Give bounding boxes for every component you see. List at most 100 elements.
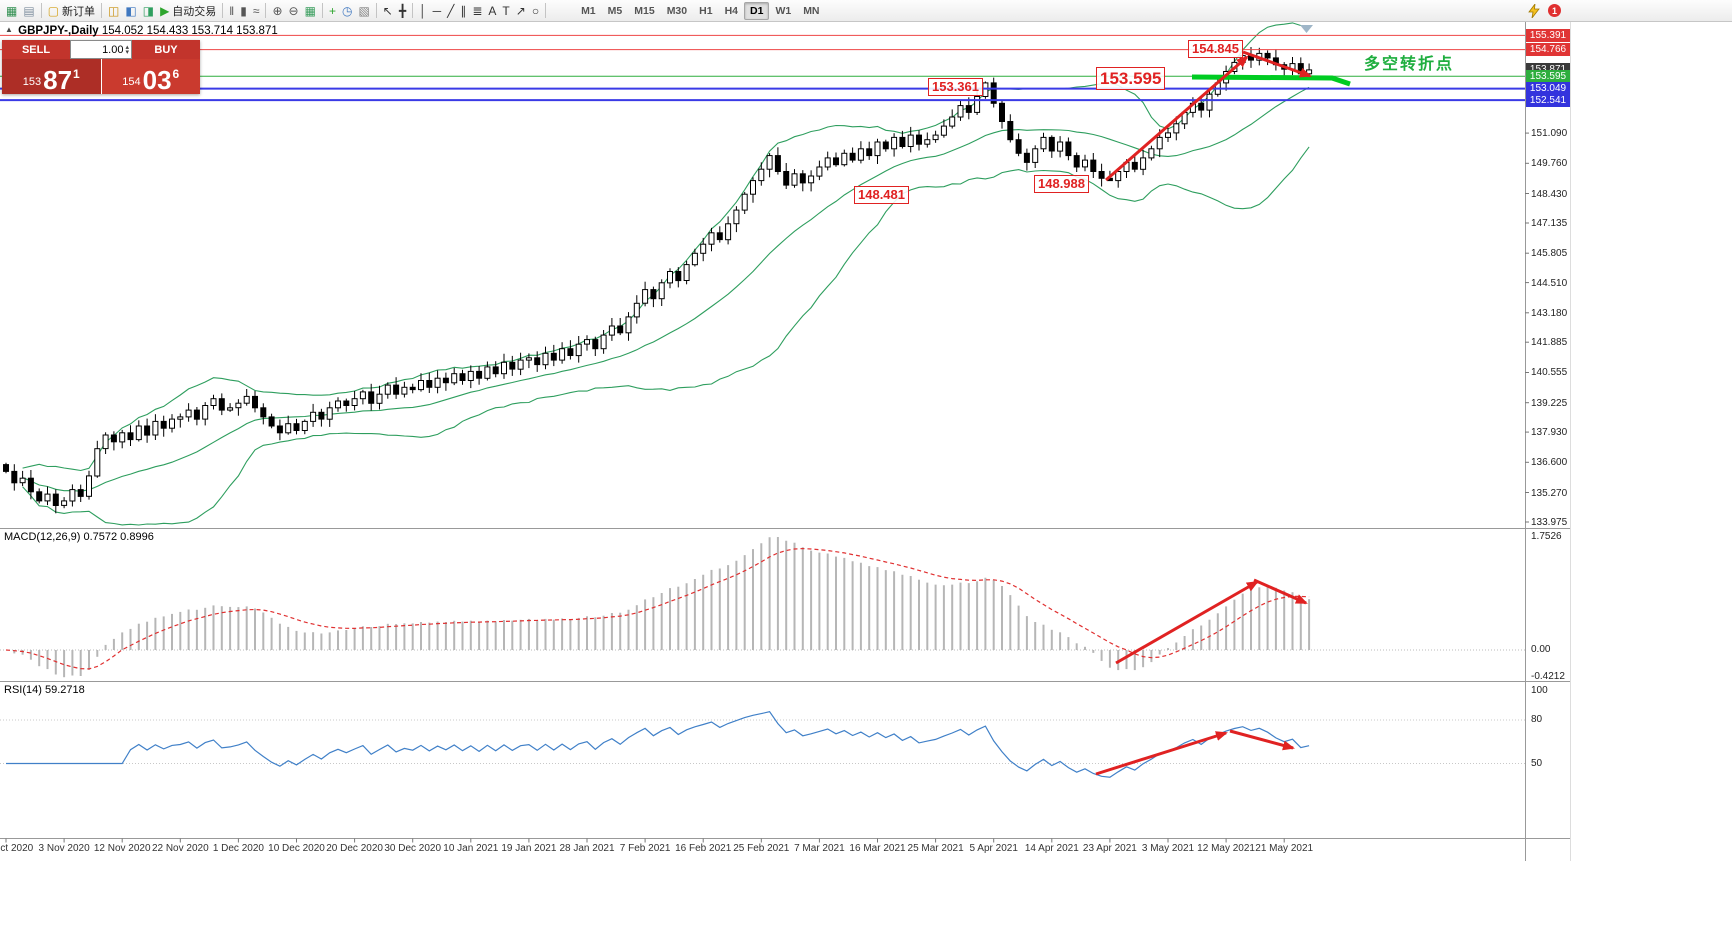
toolbar-separator <box>545 3 547 18</box>
lot-size-input[interactable]: 1.00 ▴ ▾ <box>70 40 132 59</box>
oneclick-collapse-icon[interactable]: ▲ <box>5 25 13 34</box>
price-annotation[interactable]: 148.481 <box>854 186 909 205</box>
navigator-icon: ◧ <box>125 3 137 18</box>
turning-point-label[interactable]: 多空转折点 <box>1364 56 1455 73</box>
toolbar-separator <box>321 3 323 18</box>
periods-icon: ◷ <box>341 3 353 18</box>
one-click-trading-panel: SELL 1.00 ▴ ▾ BUY 153 87 1 154 03 6 <box>2 40 200 94</box>
cursor-icon[interactable]: ↖ <box>380 2 396 20</box>
templates-icon[interactable]: ▧ <box>355 2 372 20</box>
timeframe-m15[interactable]: M15 <box>634 4 655 17</box>
buy-price-big: 03 <box>142 65 172 95</box>
text-icon: A <box>488 3 497 18</box>
notification-badge[interactable]: 1 <box>1548 4 1561 17</box>
horizontal-line-icon: ─ <box>432 3 442 18</box>
toolbar-separator <box>101 3 103 18</box>
fibonacci-icon: ≣ <box>472 3 483 18</box>
templates-icon: ▧ <box>358 3 370 18</box>
buy-button[interactable]: 154 03 6 <box>101 59 200 95</box>
price-annotation[interactable]: 153.361 <box>928 78 983 97</box>
terminal-icon: ◨ <box>142 3 155 18</box>
line-chart-icon: ≈ <box>252 3 260 18</box>
shapes-icon: ○ <box>531 3 540 18</box>
zoom-out-icon: ⊖ <box>288 3 299 18</box>
tile-windows-icon[interactable]: ▦ <box>302 2 319 20</box>
fibonacci-icon[interactable]: ≣ <box>469 2 485 20</box>
timeframe-m30[interactable]: M30 <box>666 4 688 17</box>
periods-icon[interactable]: ◷ <box>339 2 355 20</box>
trendline-icon: ╱ <box>447 3 455 18</box>
zoom-in-icon[interactable]: ⊕ <box>269 2 285 20</box>
channel-icon[interactable]: ∥ <box>457 2 469 20</box>
price-annotation[interactable]: 154.845 <box>1188 40 1243 59</box>
timeframe-m5[interactable]: M5 <box>607 4 623 17</box>
arrows-icon[interactable]: ↗ <box>513 2 529 20</box>
text-label-icon: T <box>502 3 510 18</box>
profiles-icon: ▤ <box>23 3 35 18</box>
profiles-icon[interactable]: ▤ <box>20 2 37 20</box>
text-label-icon[interactable]: T <box>499 2 512 20</box>
bar-chart-icon[interactable]: ‖ <box>226 2 237 20</box>
lot-up-icon[interactable]: ▴ <box>125 43 129 51</box>
symbol-period-label: GBPJPY-,Daily <box>18 25 99 37</box>
buy-price-sup: 6 <box>172 67 180 81</box>
candlestick-chart-icon: ▮ <box>240 3 247 18</box>
market-watch-icon[interactable]: ◫ <box>105 2 122 20</box>
market-watch-icon: ◫ <box>108 3 120 18</box>
lot-value: 1.00 <box>102 43 124 56</box>
chart-title: ▲ GBPJPY-,Daily 154.052 154.433 153.714 … <box>5 25 278 37</box>
autotrade-button[interactable]: ▶ 自动交易 <box>157 2 219 20</box>
sell-price-big: 87 <box>43 65 73 95</box>
line-chart-icon[interactable]: ≈ <box>250 2 263 20</box>
timeframe-h4[interactable]: H4 <box>724 4 738 17</box>
horizontal-line-icon[interactable]: ─ <box>430 2 445 20</box>
timeframe-group: M1 M5 M15 M30 H1 H4 D1 W1 MN <box>575 1 825 20</box>
new-order-button[interactable]: ▢ 新订单 <box>45 2 98 20</box>
new-order-icon: ▢ <box>47 3 60 18</box>
sell-price-sup: 1 <box>73 67 80 81</box>
zoom-out-icon[interactable]: ⊖ <box>286 2 302 20</box>
indicators-icon: + <box>328 3 336 18</box>
price-annotation[interactable]: 148.988 <box>1034 175 1089 194</box>
sell-price-prefix: 153 <box>22 76 42 88</box>
toolbar: ▦ ▤ ▢ 新订单 ◫ ◧ ◨ ▶ 自动交易 ‖ ▮ ≈ ⊕ ⊖ ▦ + ◷ ▧ ↖ ╋ │ ─ ╱ ∥ ≣ A T ↗ ○ M1 M5 M1… <box>0 0 1732 22</box>
trendline-icon[interactable]: ╱ <box>444 2 457 20</box>
timeframe-mn[interactable]: MN <box>803 4 820 17</box>
tile-windows-icon: ▦ <box>304 3 316 18</box>
macd-label: MACD(12,26,9) 0.7572 0.8996 <box>4 531 154 543</box>
price-annotation[interactable]: 153.595 <box>1096 67 1166 91</box>
timeframe-h1[interactable]: H1 <box>699 4 713 17</box>
shapes-icon[interactable]: ○ <box>529 2 542 20</box>
toolbar-separator <box>375 3 377 18</box>
timeframe-d1[interactable]: D1 <box>744 1 770 20</box>
terminal-icon[interactable]: ◨ <box>140 2 157 20</box>
lot-stepper[interactable]: ▴ ▾ <box>125 43 129 56</box>
buy-price-prefix: 154 <box>122 76 141 88</box>
new-chart-icon: ▦ <box>6 3 18 18</box>
lightning-icon[interactable] <box>1525 2 1543 20</box>
indicators-icon[interactable]: + <box>326 2 339 20</box>
crosshair-icon[interactable]: ╋ <box>396 2 409 20</box>
cursor-icon: ↖ <box>382 3 393 18</box>
toolbar-separator <box>265 3 267 18</box>
toolbar-separator <box>40 3 42 18</box>
navigator-icon[interactable]: ◧ <box>122 2 139 20</box>
lot-down-icon[interactable]: ▾ <box>125 48 129 56</box>
new-chart-icon[interactable]: ▦ <box>3 2 20 20</box>
channel-icon: ∥ <box>460 3 467 18</box>
buy-label[interactable]: BUY <box>132 40 200 59</box>
bar-chart-icon: ‖ <box>229 3 235 18</box>
toolbar-separator <box>412 3 414 18</box>
arrows-icon: ↗ <box>515 3 526 18</box>
rsi-label: RSI(14) 59.2718 <box>4 684 85 696</box>
timeframe-m1[interactable]: M1 <box>581 4 596 17</box>
sell-button[interactable]: 153 87 1 <box>2 59 102 94</box>
candlestick-chart-icon[interactable]: ▮ <box>237 2 250 20</box>
text-icon[interactable]: A <box>485 2 499 20</box>
toolbar-right-group: 1 <box>1525 2 1561 20</box>
sell-label[interactable]: SELL <box>2 40 70 59</box>
timeframe-w1[interactable]: W1 <box>775 4 792 17</box>
vertical-line-icon[interactable]: │ <box>416 2 430 20</box>
